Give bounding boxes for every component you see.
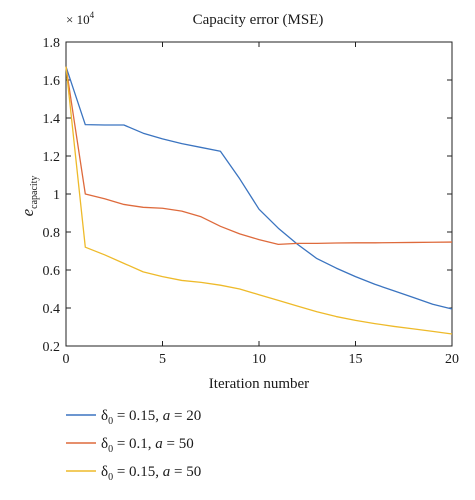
y-tick-label: 1.8 [43, 36, 61, 51]
x-axis-label: Iteration number [209, 376, 309, 392]
legend-part-rest1: = 0.15, [113, 464, 163, 480]
legend-part-rest1: = 0.1, [113, 436, 155, 452]
legend-part-sub: 0 [108, 416, 113, 427]
legend-part-sub: 0 [108, 472, 113, 483]
y-tick-label: 0.4 [43, 302, 61, 317]
y-tick-label: 1 [53, 188, 60, 203]
y-tick-label: 0.2 [43, 340, 61, 355]
legend-part-sym: δ [101, 408, 108, 424]
legend-part-sub: 0 [108, 444, 113, 455]
y-axis-label-sub: capacity [29, 176, 40, 209]
y-multiplier-base: × 10 [66, 12, 90, 27]
series-line-2 [65, 66, 453, 246]
x-tick-label: 20 [445, 352, 459, 367]
legend-part-rest2: = 20 [170, 408, 201, 424]
y-multiplier-exp: 4 [90, 10, 95, 20]
legend-part-var: a [155, 436, 163, 452]
chart-title: Capacity error (MSE) [193, 12, 324, 28]
y-tick-label: 1.2 [43, 150, 61, 165]
legend-label-3: δ0 = 0.15, a = 50 [101, 464, 201, 483]
series-line-3 [65, 66, 453, 335]
legend-part-sym: δ [101, 464, 108, 480]
axes-frame [65, 41, 453, 347]
legend-part-rest2: = 50 [170, 464, 201, 480]
x-tick-label: 15 [349, 352, 363, 367]
legend-label-2: δ0 = 0.1, a = 50 [101, 436, 194, 455]
y-axis-label-main: e [18, 208, 37, 216]
legend-part-sym: δ [101, 436, 108, 452]
y-tick-label: 1.6 [43, 74, 61, 89]
legend-part-var: a [163, 464, 171, 480]
legend-part-rest1: = 0.15, [113, 408, 163, 424]
y-tick-label: 0.6 [43, 264, 61, 279]
plot-area: 0.2 0.4 0.6 0.8 1 1.2 1.4 1.6 1.8 0 5 10 15 20 [43, 36, 460, 367]
legend-label-1: δ0 = 0.15, a = 20 [101, 408, 201, 427]
y-multiplier: × 104 [66, 10, 95, 27]
x-tick-label: 0 [63, 352, 70, 367]
series-line-1 [65, 66, 453, 310]
y-tick-label: 0.8 [43, 226, 61, 241]
x-tick-label: 10 [252, 352, 266, 367]
y-axis-label: ecapacity [18, 176, 40, 217]
x-tick-label: 5 [159, 352, 166, 367]
legend-part-rest2: = 50 [163, 436, 194, 452]
y-tick-label: 1.4 [43, 112, 61, 127]
legend-part-var: a [163, 408, 171, 424]
